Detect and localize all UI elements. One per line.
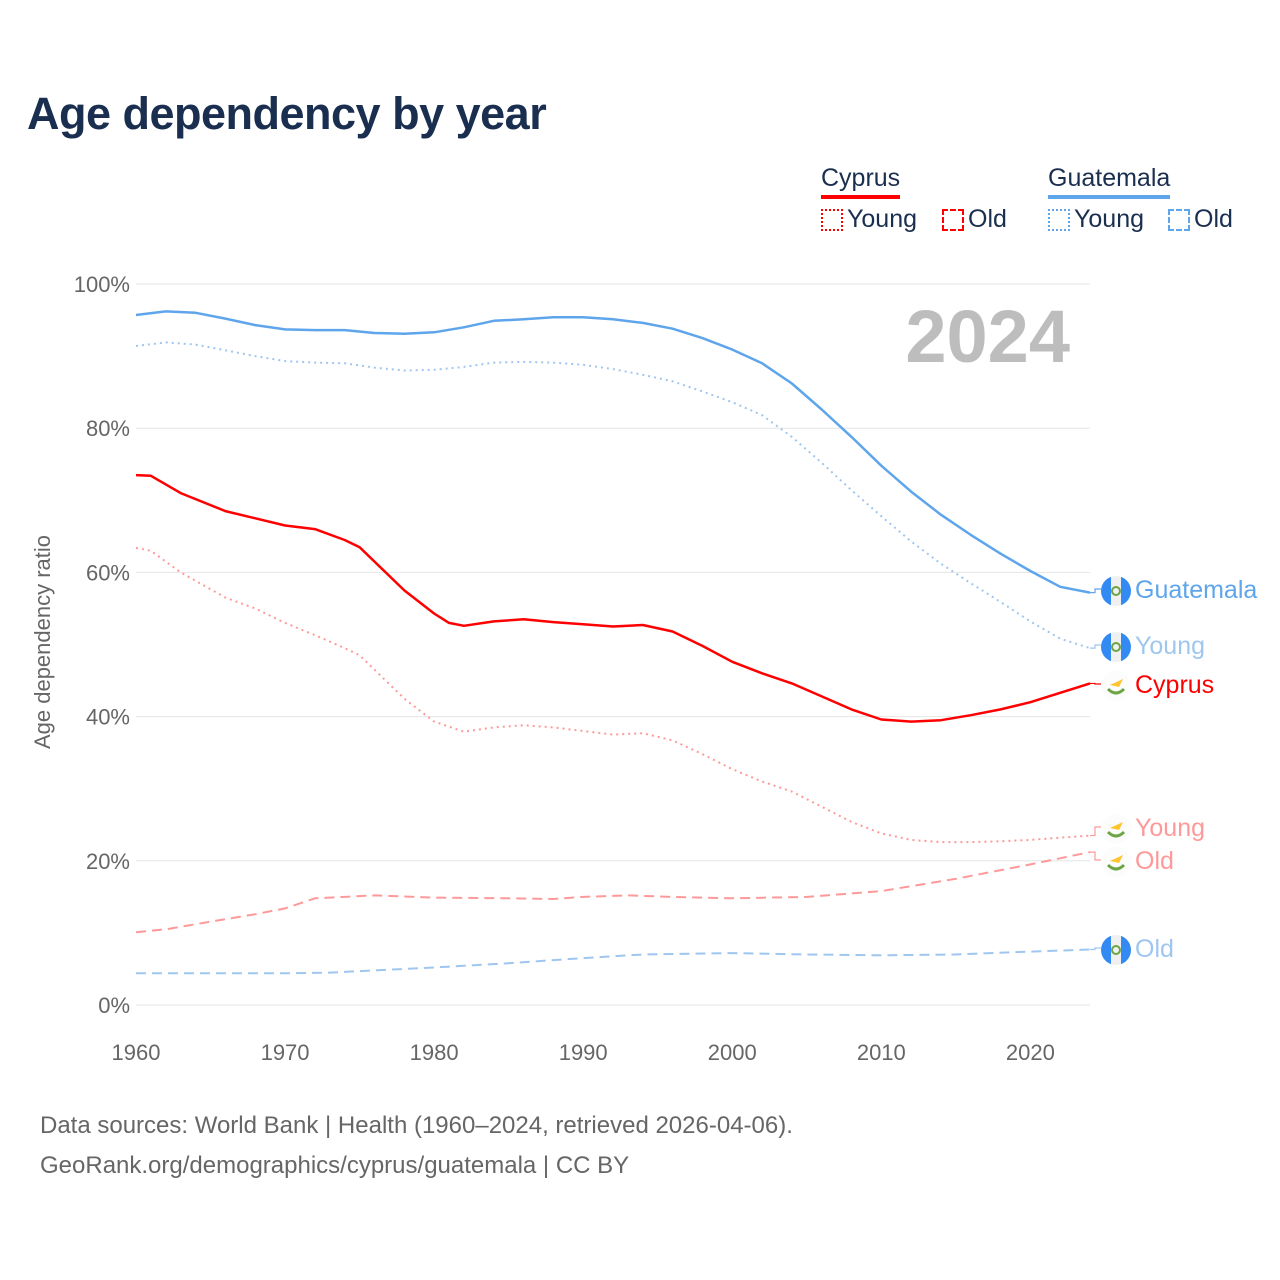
flag-blue-right [1121,935,1131,965]
flag-olive-branches [1106,863,1126,871]
series-end-label: Old [1135,935,1174,963]
label-connector [1090,588,1101,594]
dotted-swatch-icon [1048,208,1070,231]
flag-island [1110,679,1123,687]
flag-island [1110,855,1123,863]
y-tick-label: 60% [86,560,130,585]
label-connector [1090,682,1101,685]
guatemala-flag-icon [1101,935,1131,965]
x-tick-label: 2010 [857,1040,906,1065]
y-tick-label: 80% [86,416,130,441]
x-tick-label: 1970 [261,1040,310,1065]
series-end-label: Young [1135,632,1205,660]
y-tick-label: 0% [98,993,130,1018]
legend-label: Young [1074,205,1144,233]
legend-guatemala-old: Old [1168,205,1233,234]
label-connector [1090,851,1101,861]
legend-guatemala-young: Young [1048,205,1144,234]
x-tick-label: 1960 [112,1040,161,1065]
guatemala-flag-icon [1101,576,1131,606]
legend-label: Old [1194,205,1233,233]
flag-island [1110,822,1123,830]
x-tick-label: 2000 [708,1040,757,1065]
cyprus-flag-icon [1101,671,1131,701]
flag-emblem [1111,642,1121,652]
year-label: 2024 [905,295,1070,378]
cyprus-flag-icon [1101,814,1131,844]
guatemala-flag-icon [1101,632,1131,662]
flag-emblem [1111,945,1121,955]
series-end-label: Old [1135,847,1174,875]
dotted-swatch-icon [821,208,843,231]
data-sources: Data sources: World Bank | Health (1960–… [40,1112,793,1139]
series-line-guatemala [135,310,1091,594]
flag-emblem [1111,586,1121,596]
series-line-cyprus-old [135,851,1091,934]
legend-cyprus: Cyprus [821,164,901,199]
x-tick-label: 1990 [559,1040,608,1065]
legend-guatemala: Guatemala [1048,164,1171,199]
flag-olive-branches [1106,830,1126,838]
flag-blue-right [1121,632,1131,662]
flag-blue-right [1121,576,1131,606]
series-line-cyprus-young [135,546,1091,844]
legend-cyprus-old: Old [942,205,1007,234]
series-end-label: Young [1135,814,1205,842]
x-tick-label: 2020 [1006,1040,1055,1065]
dashed-swatch-icon [1168,208,1190,231]
cyprus-flag-icon [1101,847,1131,877]
flag-body [1101,935,1131,965]
y-axis-label: Age dependency ratio [30,535,55,749]
series-end-label: Cyprus [1135,671,1214,699]
series-end-label: Guatemala [1135,576,1257,604]
legend-cyprus-young: Young [821,205,917,234]
flag-body [1101,632,1131,662]
x-tick-label: 1980 [410,1040,459,1065]
y-tick-label: 100% [74,272,130,297]
flag-blue-left [1101,576,1111,606]
series-line-cyprus [135,473,1091,723]
label-connector [1090,826,1101,837]
dashed-swatch-icon [942,208,964,231]
label-connector [1090,644,1101,649]
legend-label: Young [847,205,917,233]
series-line-guatemala-old [136,948,1091,975]
y-tick-label: 20% [86,849,130,874]
series-line-guatemala-young [135,341,1091,650]
flag-body [1101,576,1131,606]
attribution: GeoRank.org/demographics/cyprus/guatemal… [40,1152,630,1179]
flag-blue-left [1101,935,1111,965]
y-tick-label: 40% [86,705,130,730]
flag-blue-left [1101,632,1111,662]
chart-title: Age dependency by year [27,88,547,139]
footer: Data sources: World Bank | Health (1960–… [40,1106,793,1186]
flag-olive-branches [1106,687,1126,695]
label-connector [1090,947,1101,951]
legend-label: Old [968,205,1007,233]
